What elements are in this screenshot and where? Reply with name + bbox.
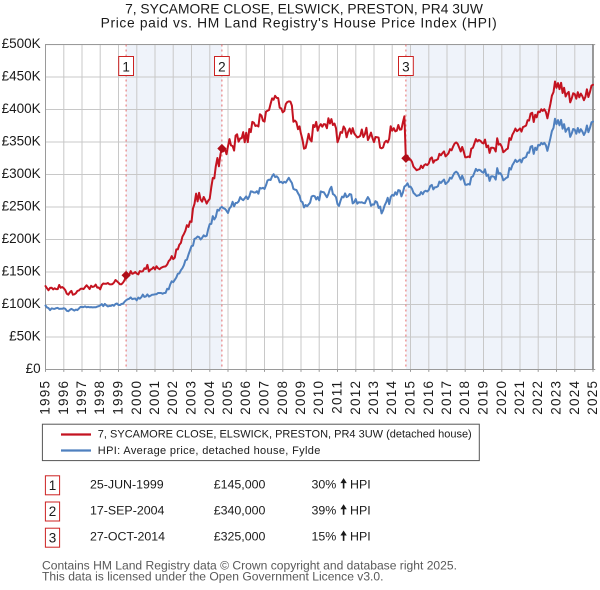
svg-text:2010: 2010 (311, 380, 326, 415)
svg-text:1995: 1995 (38, 380, 53, 415)
svg-text:2012: 2012 (348, 380, 363, 415)
svg-text:17-SEP-2004: 17-SEP-2004 (90, 504, 165, 518)
svg-text:This data is licensed under th: This data is licensed under the Open Gov… (42, 570, 384, 584)
svg-text:2003: 2003 (184, 380, 199, 415)
svg-text:£0: £0 (26, 361, 41, 376)
svg-text:£400K: £400K (2, 101, 41, 116)
svg-text:1997: 1997 (74, 380, 89, 415)
svg-text:25-JUN-1999: 25-JUN-1999 (90, 477, 164, 491)
svg-text:£300K: £300K (2, 166, 41, 181)
svg-text:2023: 2023 (549, 380, 564, 415)
svg-text:2024: 2024 (567, 380, 582, 415)
svg-text:£325,000: £325,000 (214, 530, 266, 544)
svg-text:1998: 1998 (92, 380, 107, 415)
svg-text:2014: 2014 (384, 380, 399, 415)
svg-text:£50K: £50K (9, 328, 41, 343)
svg-text:£100K: £100K (2, 296, 41, 311)
svg-text:3: 3 (49, 530, 57, 545)
svg-text:2017: 2017 (439, 380, 454, 415)
svg-text:2009: 2009 (293, 380, 308, 415)
svg-text:3: 3 (402, 59, 410, 74)
svg-text:HPI: HPI (350, 477, 371, 491)
svg-text:HPI: Average price, detached h: HPI: Average price, detached house, Fyld… (98, 445, 321, 457)
svg-text:£150K: £150K (2, 263, 41, 278)
svg-text:2005: 2005 (220, 380, 235, 415)
svg-text:£450K: £450K (2, 68, 41, 83)
svg-text:7, SYCAMORE CLOSE, ELSWICK, PR: 7, SYCAMORE CLOSE, ELSWICK, PRESTON, PR4… (125, 1, 483, 16)
svg-text:2002: 2002 (165, 380, 180, 415)
svg-text:2022: 2022 (530, 380, 545, 415)
svg-text:2016: 2016 (421, 380, 436, 415)
svg-text:HPI: HPI (350, 530, 371, 544)
svg-text:Price paid vs. HM Land Registr: Price paid vs. HM Land Registry's House … (101, 15, 498, 30)
svg-text:2019: 2019 (476, 380, 491, 415)
svg-text:7, SYCAMORE CLOSE, ELSWICK, PR: 7, SYCAMORE CLOSE, ELSWICK, PRESTON, PR4… (98, 428, 472, 440)
svg-text:2025: 2025 (585, 380, 600, 415)
svg-text:1: 1 (49, 478, 57, 493)
svg-text:39%: 39% (312, 504, 337, 518)
svg-text:1996: 1996 (56, 380, 71, 415)
svg-text:2004: 2004 (202, 380, 217, 415)
svg-text:HPI: HPI (350, 504, 371, 518)
svg-text:2018: 2018 (457, 380, 472, 415)
svg-text:15%: 15% (312, 530, 337, 544)
svg-text:£145,000: £145,000 (214, 477, 266, 491)
svg-text:2020: 2020 (494, 380, 509, 415)
svg-text:£500K: £500K (2, 36, 41, 51)
svg-text:2001: 2001 (147, 380, 162, 415)
svg-text:2008: 2008 (275, 380, 290, 415)
svg-text:1: 1 (122, 59, 130, 74)
svg-text:Contains HM Land Registry data: Contains HM Land Registry data © Crown c… (42, 559, 457, 573)
svg-text:2021: 2021 (512, 380, 527, 415)
svg-text:2000: 2000 (129, 380, 144, 415)
svg-text:2015: 2015 (403, 380, 418, 415)
svg-text:27-OCT-2014: 27-OCT-2014 (90, 530, 165, 544)
svg-text:£350K: £350K (2, 133, 41, 148)
svg-text:£340,000: £340,000 (214, 504, 266, 518)
svg-text:£200K: £200K (2, 231, 41, 246)
svg-text:2013: 2013 (366, 380, 381, 415)
svg-text:£250K: £250K (2, 198, 41, 213)
svg-text:1999: 1999 (111, 380, 126, 415)
svg-text:2006: 2006 (238, 380, 253, 415)
svg-text:2007: 2007 (257, 380, 272, 415)
svg-text:2: 2 (218, 59, 226, 74)
svg-text:2011: 2011 (330, 380, 345, 414)
svg-text:30%: 30% (312, 477, 337, 491)
svg-text:2: 2 (49, 504, 57, 519)
